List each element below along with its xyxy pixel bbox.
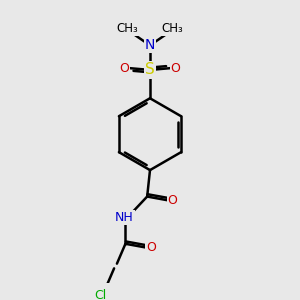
Text: NH: NH (115, 211, 134, 224)
Text: S: S (145, 62, 155, 77)
Text: Cl: Cl (94, 289, 106, 300)
Text: O: O (119, 61, 129, 74)
Text: O: O (168, 194, 178, 207)
Text: CH₃: CH₃ (116, 22, 138, 35)
Text: O: O (146, 241, 156, 254)
Text: N: N (145, 38, 155, 52)
Text: CH₃: CH₃ (162, 22, 184, 35)
Text: O: O (171, 61, 181, 74)
